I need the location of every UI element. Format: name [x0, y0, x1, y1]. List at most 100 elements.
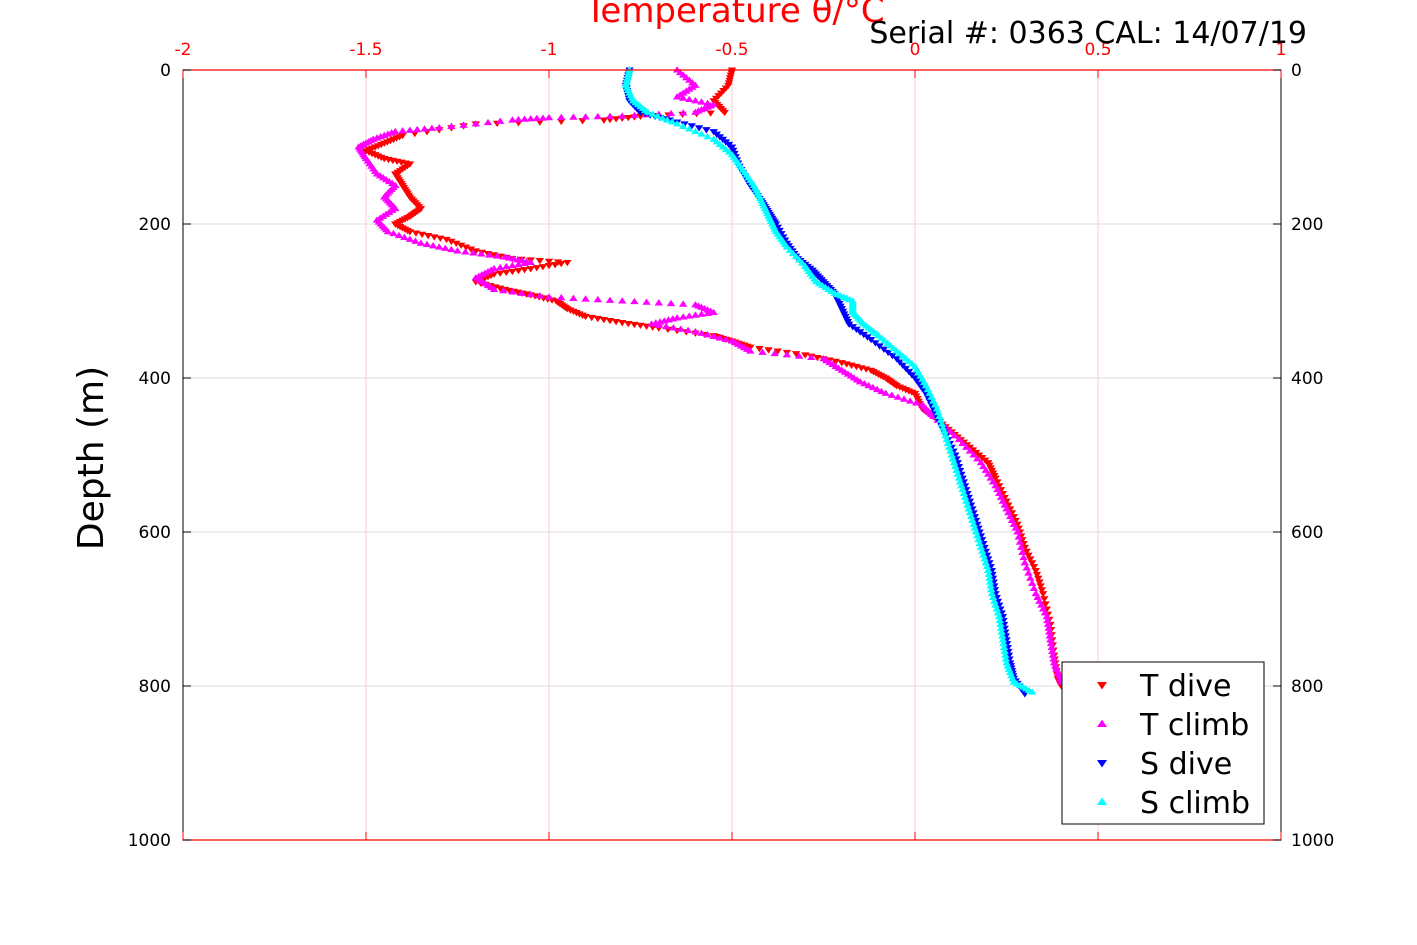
data-point — [581, 313, 590, 321]
data-point — [866, 336, 876, 344]
data-point — [658, 114, 667, 121]
data-point — [611, 319, 621, 326]
legend-marker — [1097, 760, 1107, 768]
data-point — [697, 98, 706, 105]
legend-label: S dive — [1140, 747, 1232, 782]
data-point — [636, 322, 645, 330]
data-point — [875, 343, 884, 350]
data-point — [1022, 548, 1031, 556]
data-point — [987, 585, 996, 593]
data-point — [428, 242, 438, 249]
data-point — [959, 489, 968, 497]
data-point — [966, 512, 976, 520]
data-point — [417, 231, 427, 239]
data-point — [899, 395, 909, 402]
data-point — [957, 482, 966, 489]
data-point — [663, 116, 672, 123]
data-point — [1036, 583, 1045, 590]
data-point — [578, 118, 587, 125]
data-point — [526, 115, 535, 122]
data-point — [1018, 548, 1027, 556]
data-point — [883, 349, 893, 357]
data-point — [965, 447, 975, 454]
data-point — [618, 112, 627, 119]
series-t-dive — [361, 67, 1066, 690]
data-point — [993, 609, 1003, 616]
data-point — [703, 331, 712, 338]
data-point — [872, 385, 882, 393]
data-point — [746, 347, 755, 354]
data-point — [964, 505, 973, 512]
data-point — [593, 112, 602, 120]
data-point — [587, 314, 596, 322]
data-points-layer — [354, 66, 1066, 698]
data-point — [630, 321, 639, 329]
data-point — [996, 620, 1005, 627]
data-point — [981, 559, 990, 566]
data-point — [1027, 560, 1037, 567]
data-point — [654, 299, 663, 306]
data-point — [1044, 624, 1053, 631]
data-point — [1016, 543, 1026, 550]
legend-label: T dive — [1139, 669, 1231, 704]
data-point — [960, 493, 970, 500]
data-point — [569, 294, 578, 301]
data-point — [892, 356, 901, 363]
data-point — [416, 239, 426, 246]
data-point — [904, 369, 914, 376]
data-point — [383, 227, 393, 235]
data-point — [946, 428, 955, 435]
data-point — [618, 297, 627, 304]
data-point — [496, 263, 505, 271]
data-point — [1020, 559, 1029, 566]
x-tick-label: -1 — [541, 40, 558, 60]
data-point — [937, 420, 947, 427]
x-tick-label: 0.5 — [1084, 40, 1111, 60]
data-point — [1041, 601, 1050, 608]
data-point — [951, 462, 960, 470]
data-point — [791, 351, 801, 358]
data-point — [685, 312, 694, 319]
data-point — [496, 270, 505, 277]
data-point — [933, 408, 943, 416]
data-point — [441, 244, 450, 251]
data-point — [469, 249, 478, 256]
data-point — [1043, 620, 1053, 627]
data-point — [538, 264, 548, 271]
data-point — [958, 485, 967, 493]
data-point — [442, 236, 451, 244]
data-point — [563, 259, 572, 267]
data-point — [624, 71, 633, 78]
data-point — [941, 431, 950, 439]
data-point — [593, 315, 602, 323]
data-point — [1031, 567, 1040, 575]
data-point — [995, 616, 1004, 624]
data-point — [992, 605, 1001, 612]
data-point — [1048, 651, 1058, 658]
data-point — [697, 130, 706, 137]
data-point — [936, 416, 945, 423]
data-point — [430, 234, 439, 241]
data-point — [622, 79, 631, 86]
data-point — [998, 636, 1008, 643]
data-point — [709, 332, 718, 339]
data-point — [452, 240, 461, 248]
data-point — [950, 431, 959, 439]
y-tick-label-left: 400 — [139, 369, 171, 389]
data-point — [943, 439, 953, 446]
data-point — [669, 324, 678, 331]
data-point — [864, 381, 873, 389]
data-point — [630, 297, 639, 305]
data-point — [456, 242, 466, 249]
data-point — [666, 299, 676, 307]
data-point — [942, 435, 951, 443]
data-point — [706, 110, 715, 117]
data-point — [508, 261, 517, 269]
data-point — [1026, 574, 1035, 581]
data-point — [954, 435, 964, 443]
data-point — [986, 582, 995, 589]
data-point — [1045, 632, 1055, 639]
top-axis-label: Temperature θ/°C — [584, 0, 884, 31]
data-point — [483, 118, 493, 126]
